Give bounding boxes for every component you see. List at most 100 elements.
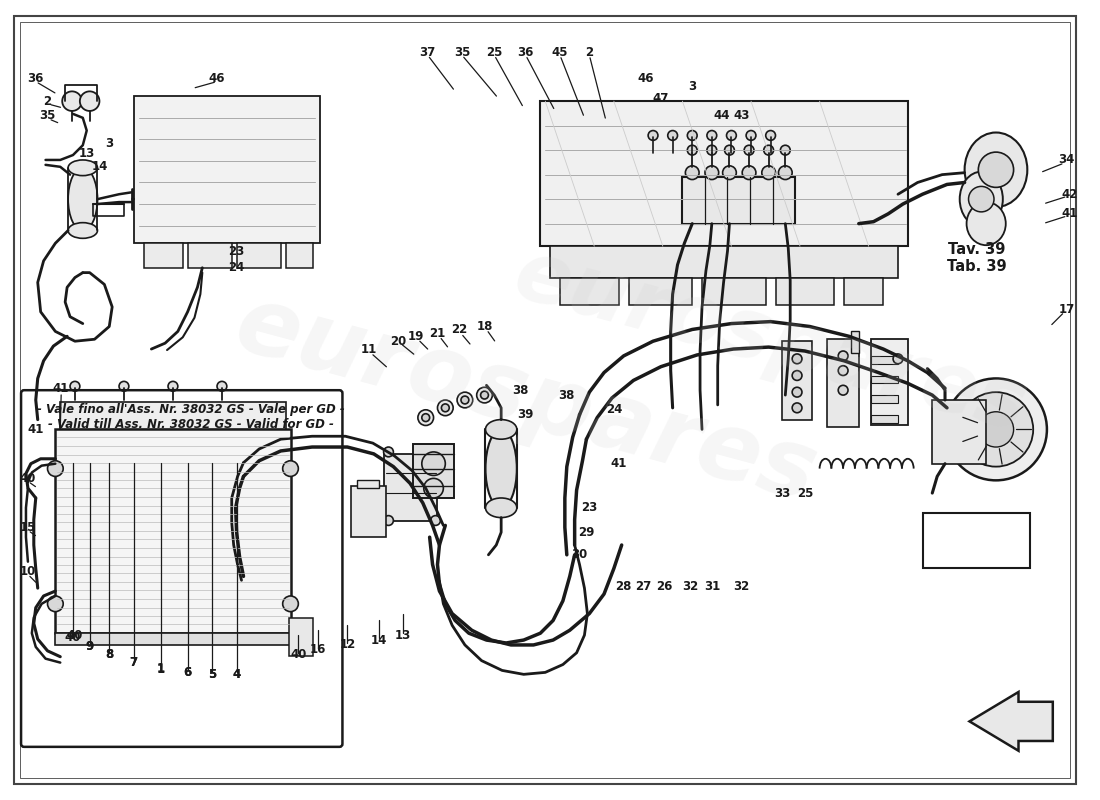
- Circle shape: [384, 447, 394, 457]
- Text: 36: 36: [28, 72, 44, 85]
- Circle shape: [461, 396, 469, 404]
- Circle shape: [707, 146, 717, 155]
- Circle shape: [421, 414, 430, 422]
- Circle shape: [476, 387, 493, 403]
- Text: 40: 40: [67, 629, 84, 642]
- Text: 13: 13: [78, 146, 95, 159]
- Text: 23: 23: [581, 502, 597, 514]
- Circle shape: [792, 403, 802, 413]
- Bar: [143, 243, 183, 268]
- Text: 8: 8: [106, 648, 113, 662]
- Text: 40: 40: [65, 630, 81, 644]
- Text: 23: 23: [229, 245, 244, 258]
- Text: 10: 10: [20, 565, 36, 578]
- Ellipse shape: [63, 91, 81, 111]
- Bar: [628, 278, 692, 305]
- Ellipse shape: [80, 91, 99, 111]
- Ellipse shape: [283, 596, 298, 612]
- Circle shape: [70, 382, 80, 391]
- Text: 33: 33: [774, 486, 791, 499]
- Text: 38: 38: [559, 389, 575, 402]
- Circle shape: [430, 516, 440, 526]
- Bar: [134, 96, 320, 243]
- Circle shape: [792, 370, 802, 381]
- Text: 41: 41: [610, 457, 627, 470]
- Text: 5: 5: [208, 668, 217, 681]
- Text: 41: 41: [52, 382, 68, 394]
- Bar: [286, 243, 313, 268]
- Bar: [550, 246, 898, 278]
- Bar: [870, 395, 898, 403]
- Circle shape: [792, 354, 802, 364]
- Text: 2: 2: [44, 94, 52, 108]
- Text: 11: 11: [361, 342, 377, 355]
- Text: 39: 39: [517, 408, 534, 421]
- Ellipse shape: [47, 596, 63, 612]
- Bar: [782, 342, 812, 419]
- Ellipse shape: [959, 172, 1003, 226]
- Circle shape: [838, 386, 848, 395]
- Circle shape: [792, 387, 802, 397]
- Circle shape: [424, 478, 443, 498]
- Text: 4: 4: [232, 668, 241, 681]
- Text: 1: 1: [157, 662, 165, 675]
- Bar: [870, 356, 898, 364]
- Circle shape: [168, 382, 178, 391]
- Circle shape: [648, 130, 658, 140]
- Ellipse shape: [485, 498, 517, 518]
- Text: 44: 44: [714, 110, 730, 122]
- Bar: [844, 278, 883, 305]
- Circle shape: [217, 382, 227, 391]
- Text: 4: 4: [232, 668, 241, 681]
- Text: 41: 41: [1062, 207, 1078, 220]
- Bar: [412, 444, 454, 498]
- Text: 36: 36: [517, 46, 534, 58]
- Circle shape: [968, 186, 994, 212]
- Circle shape: [766, 130, 775, 140]
- Circle shape: [421, 452, 446, 475]
- Circle shape: [838, 366, 848, 375]
- Circle shape: [384, 516, 394, 526]
- Circle shape: [726, 130, 736, 140]
- Text: - Valid till Ass. Nr. 38032 GS - Valid for GD -: - Valid till Ass. Nr. 38032 GS - Valid f…: [47, 418, 333, 431]
- Circle shape: [763, 146, 773, 155]
- Circle shape: [481, 391, 488, 399]
- FancyBboxPatch shape: [924, 513, 1031, 567]
- Ellipse shape: [967, 202, 1005, 245]
- Ellipse shape: [47, 461, 63, 477]
- Ellipse shape: [485, 430, 517, 508]
- Circle shape: [688, 146, 697, 155]
- Bar: [870, 375, 898, 383]
- Text: 19: 19: [408, 330, 425, 343]
- Circle shape: [119, 382, 129, 391]
- Text: 42: 42: [1062, 188, 1078, 201]
- Text: - Vale fino all'Ass. Nr. 38032 GS - Vale per GD -: - Vale fino all'Ass. Nr. 38032 GS - Vale…: [36, 403, 344, 416]
- Text: 21: 21: [429, 327, 446, 340]
- Text: 46: 46: [209, 72, 226, 85]
- Text: 6: 6: [184, 666, 191, 679]
- Circle shape: [430, 447, 440, 457]
- Text: 45: 45: [552, 46, 569, 58]
- Text: 12: 12: [339, 638, 355, 651]
- Text: 17: 17: [1058, 303, 1075, 316]
- Text: 32: 32: [682, 580, 698, 593]
- Text: 40: 40: [290, 648, 307, 662]
- Ellipse shape: [705, 166, 718, 179]
- Text: 8: 8: [106, 648, 113, 662]
- Text: Tav. 39
Tab. 39: Tav. 39 Tab. 39: [947, 242, 1007, 274]
- Text: 7: 7: [130, 656, 138, 669]
- Text: 47: 47: [652, 92, 669, 105]
- Bar: [540, 101, 908, 246]
- Text: 25: 25: [796, 486, 813, 499]
- Circle shape: [978, 412, 1013, 447]
- Circle shape: [959, 392, 1033, 466]
- Text: 41: 41: [28, 423, 44, 436]
- Text: 20: 20: [390, 334, 406, 348]
- Text: 40: 40: [20, 472, 36, 485]
- Text: 14: 14: [91, 160, 108, 174]
- Text: 14: 14: [371, 634, 387, 646]
- Text: eurospares: eurospares: [226, 278, 826, 522]
- Ellipse shape: [485, 419, 517, 439]
- Text: 35: 35: [454, 46, 470, 58]
- Bar: [236, 243, 280, 268]
